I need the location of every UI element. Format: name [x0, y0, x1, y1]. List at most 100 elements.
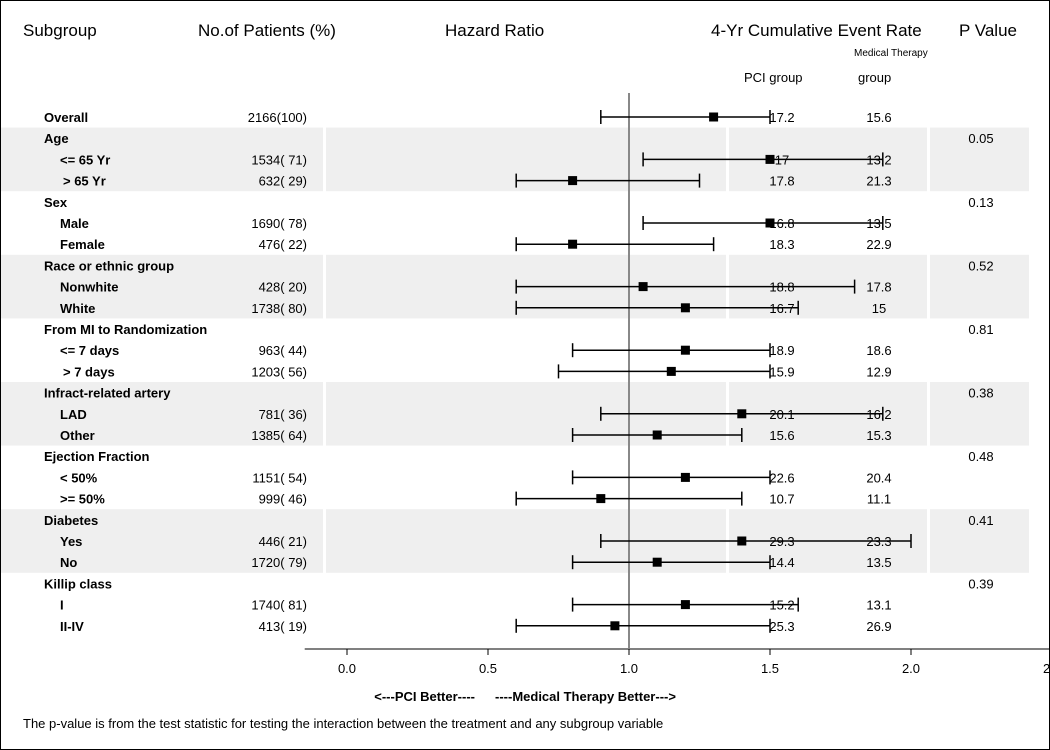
pci-rate-value: 10.7 [769, 492, 794, 507]
patients-value: 2166(100) [248, 110, 307, 125]
subgroup-label: Age [44, 131, 69, 146]
subgroup-label: Female [60, 237, 105, 252]
subgroup-label: From MI to Randomization [44, 322, 207, 337]
subgroup-label: Nonwhite [60, 280, 119, 295]
patients-value: 413( 19) [259, 619, 307, 634]
medical-rate-value: 15 [872, 301, 886, 316]
hazard-ratio-marker [652, 557, 662, 567]
hazard-ratio-marker [765, 154, 775, 164]
hazard-ratio-marker [680, 600, 690, 610]
pci-rate-value: 17.8 [769, 174, 794, 189]
x-tick-label: 1.5 [761, 661, 779, 676]
subgroup-label: >= 50% [60, 492, 105, 507]
subgroup-label: <= 7 days [60, 343, 119, 358]
patients-value: 1690( 78) [251, 216, 307, 231]
header-medical-line2: group [858, 70, 892, 85]
subgroup-label: White [60, 301, 95, 316]
p-value: 0.52 [968, 258, 993, 273]
header-patients: No.of Patients (%) [198, 21, 336, 40]
subgroup-label: Ejection Fraction [44, 449, 150, 464]
x-tick-label: 1.0 [620, 661, 638, 676]
subgroup-label: Sex [44, 195, 68, 210]
medical-rate-value: 13.2 [866, 152, 891, 167]
hazard-ratio-marker [652, 430, 662, 440]
patients-value: 446( 21) [259, 534, 307, 549]
pci-rate-value: 16.7 [769, 301, 794, 316]
hazard-ratio-marker [737, 409, 747, 419]
p-value: 0.41 [968, 513, 993, 528]
header-hazard-ratio: Hazard Ratio [445, 21, 545, 40]
hazard-ratio-marker [610, 621, 620, 631]
group-band [930, 382, 1029, 446]
medical-rate-value: 15.3 [866, 428, 891, 443]
patients-value: 1738( 80) [251, 301, 307, 316]
pci-rate-value: 18.8 [769, 280, 794, 295]
subgroup-label: Other [60, 428, 95, 443]
subgroup-label: Race or ethnic group [44, 258, 174, 273]
medical-rate-value: 26.9 [866, 619, 891, 634]
group-band [930, 509, 1029, 573]
patients-value: 428( 20) [259, 280, 307, 295]
hazard-ratio-marker [596, 494, 606, 504]
p-value: 0.39 [968, 576, 993, 591]
pci-rate-value: 29.3 [769, 534, 794, 549]
group-band [1, 382, 323, 446]
x-tick-label: 0.5 [479, 661, 497, 676]
medical-rate-value: 18.6 [866, 343, 891, 358]
group-band [1, 254, 323, 319]
medical-rate-value: 20.4 [866, 470, 891, 485]
patients-value: 999( 46) [259, 492, 307, 507]
subgroup-label: No [60, 555, 77, 570]
subgroup-label: Diabetes [44, 513, 98, 528]
patients-value: 1203( 56) [251, 364, 307, 379]
pci-rate-value: 14.4 [769, 555, 794, 570]
hazard-ratio-marker [568, 176, 578, 186]
subgroup-label: LAD [60, 407, 87, 422]
p-value: 0.13 [968, 195, 993, 210]
header-event-rate: 4-Yr Cumulative Event Rate [711, 21, 922, 40]
pci-rate-value: 22.6 [769, 470, 794, 485]
hazard-ratio-marker [680, 303, 690, 313]
patients-value: 1534( 71) [251, 152, 307, 167]
patients-value: 632( 29) [259, 174, 307, 189]
footnote: The p-value is from the test statistic f… [23, 716, 664, 731]
x-label-medical-better: ----Medical Therapy Better---> [495, 689, 676, 704]
header-pci-group: PCI group [744, 70, 803, 85]
hazard-ratio-marker [680, 345, 690, 355]
pci-rate-value: 15.6 [769, 428, 794, 443]
hazard-ratio-marker [709, 112, 719, 122]
pci-rate-value: 25.3 [769, 619, 794, 634]
medical-rate-value: 23.3 [866, 534, 891, 549]
group-band [930, 254, 1029, 319]
patients-value: 1740( 81) [251, 598, 307, 613]
pci-rate-value: 17 [775, 152, 789, 167]
patients-value: 1151( 54) [252, 470, 307, 485]
medical-rate-value: 13.1 [866, 598, 891, 613]
patients-value: 1720( 79) [251, 555, 307, 570]
subgroup-label: Infract-related artery [44, 386, 171, 401]
subgroup-label: Male [60, 216, 89, 231]
hazard-ratio-marker [638, 282, 648, 292]
patients-value: 1385( 64) [251, 428, 307, 443]
medical-rate-value: 15.6 [866, 110, 891, 125]
patients-value: 781( 36) [259, 407, 307, 422]
hazard-ratio-marker [568, 239, 578, 249]
subgroup-label: > 7 days [63, 364, 115, 379]
subgroup-label: Overall [44, 110, 88, 125]
header-subgroup: Subgroup [23, 21, 97, 40]
pci-rate-value: 20.1 [769, 407, 794, 422]
header-p-value: P Value [959, 21, 1017, 40]
hazard-ratio-marker [680, 472, 690, 482]
group-band [930, 127, 1029, 192]
medical-rate-value: 13.5 [866, 555, 891, 570]
pci-rate-value: 18.9 [769, 343, 794, 358]
medical-rate-value: 21.3 [866, 174, 891, 189]
patients-value: 476( 22) [259, 237, 307, 252]
pci-rate-value: 17.2 [769, 110, 794, 125]
medical-rate-value: 12.9 [866, 364, 891, 379]
p-value: 0.48 [968, 449, 993, 464]
pci-rate-value: 15.2 [769, 598, 794, 613]
x-tick-label: 2.0 [902, 661, 920, 676]
